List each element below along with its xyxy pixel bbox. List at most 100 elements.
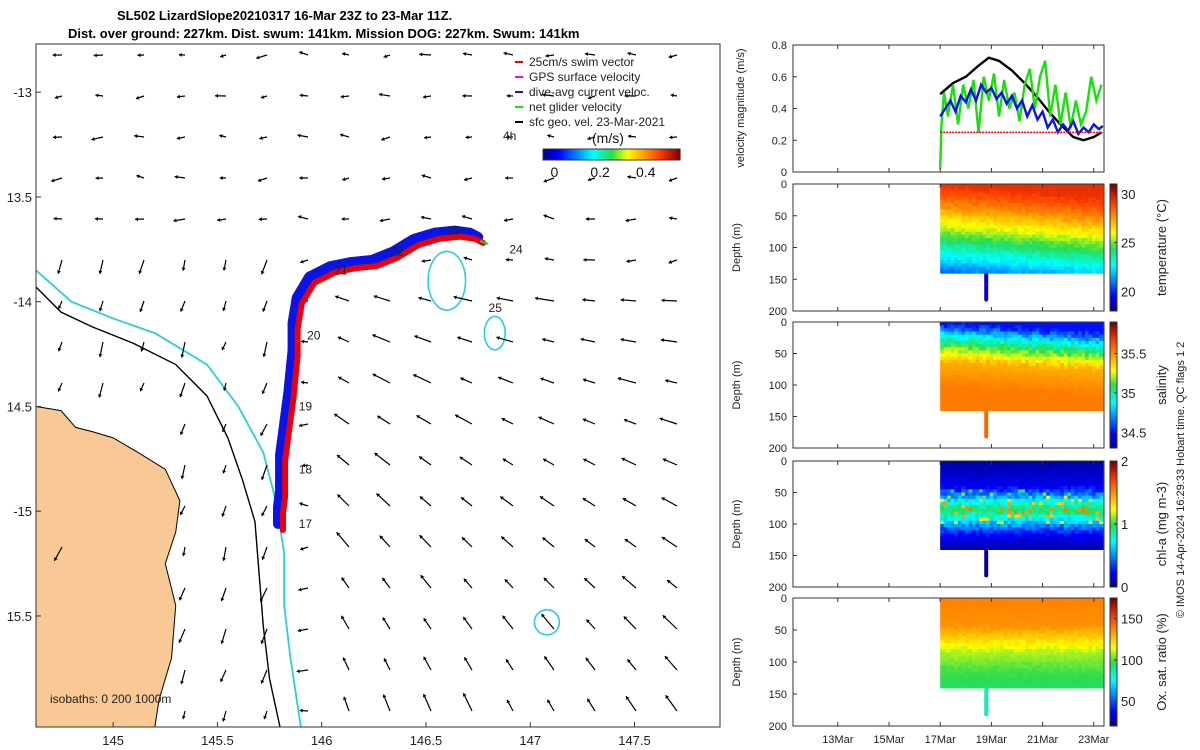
heatmap-cell (982, 464, 987, 469)
heatmap-cell (1053, 539, 1058, 544)
heatmap-cell (1032, 403, 1037, 408)
heatmap-cell (947, 193, 952, 198)
current-arrowhead (585, 217, 589, 222)
heatmap-cell (1042, 347, 1047, 352)
colorbar-cell (565, 149, 569, 160)
heatmap-cell (1000, 464, 1005, 469)
heatmap-cell (950, 461, 956, 465)
current-arrow (534, 297, 555, 302)
colorbar-cell (568, 149, 571, 160)
heatmap-cell (979, 237, 984, 242)
heatmap-cell (989, 266, 994, 271)
heatmap-cell (1095, 337, 1100, 342)
heatmap-cell (1014, 501, 1019, 506)
heatmap-cell (996, 331, 1001, 336)
heatmap-cell (968, 250, 973, 255)
heatmap-cell (1021, 222, 1026, 227)
heatmap-cell (979, 533, 984, 538)
colorbar-tick-label: 0 (551, 164, 559, 180)
heatmap-cell (961, 636, 966, 641)
heatmap-cell (1060, 498, 1065, 503)
heatmap-cell (1074, 498, 1079, 503)
heatmap-cell (1056, 464, 1062, 469)
current-arrowhead (505, 257, 509, 262)
heatmap-cell (961, 241, 966, 246)
heatmap-cell (957, 366, 963, 371)
heatmap-cell (1007, 378, 1012, 383)
heatmap-cell (1067, 241, 1072, 246)
heatmap-cell (1035, 222, 1040, 227)
heatmap-cell (968, 215, 973, 220)
heatmap-cell (1042, 467, 1047, 472)
heatmap-cell (1017, 196, 1023, 201)
heatmap-cell (1095, 501, 1100, 506)
heatmap-cell (1074, 269, 1079, 274)
heatmap-cell (971, 359, 977, 364)
current-arrowhead (582, 378, 587, 383)
heatmap-cell (1042, 489, 1047, 494)
heatmap-cell (1070, 187, 1076, 192)
heatmap-cell (1049, 266, 1054, 271)
heatmap-cell (986, 514, 991, 519)
heatmap-cell (1032, 196, 1037, 201)
heatmap-cell (1053, 237, 1058, 242)
heatmap-cell (947, 598, 952, 602)
map-ytick-label: 13.5 (7, 190, 32, 205)
heatmap-cell (989, 231, 994, 236)
heatmap-cell (1046, 203, 1051, 208)
heatmap-cell (964, 617, 970, 622)
heatmap-cell (1035, 350, 1040, 355)
heatmap-cell (989, 187, 994, 192)
heatmap-cell (1032, 257, 1037, 261)
heatmap-cell (1095, 517, 1100, 522)
heatmap-cell (1085, 266, 1090, 271)
current-arrow (662, 614, 678, 630)
heatmap-cell (1000, 244, 1005, 249)
current-arrowhead (665, 378, 669, 383)
heatmap-cell (1028, 464, 1033, 469)
heatmap-cell (1024, 222, 1030, 227)
heatmap-cell (1092, 187, 1097, 192)
colorbar-cell (1110, 227, 1117, 231)
heatmap-cell (1099, 461, 1104, 465)
heatmap-cell (1088, 184, 1093, 188)
heatmap-cell (1056, 461, 1062, 465)
heatmap-cell (1010, 508, 1016, 513)
heatmap-cell (996, 495, 1001, 500)
heatmap-cell (1095, 539, 1100, 544)
heatmap-cell (954, 483, 959, 487)
heatmap-cell (979, 209, 984, 214)
heatmap-cell (1028, 394, 1033, 399)
heatmap-cell (1014, 322, 1019, 326)
heatmap-cell (1024, 266, 1030, 271)
heatmap-cell (1085, 403, 1090, 408)
colorbar-cell (1110, 372, 1117, 376)
heatmap-cell (954, 527, 959, 532)
heatmap-cell (1007, 266, 1012, 271)
heatmap-cell (1081, 260, 1086, 265)
heatmap-cell (979, 253, 984, 258)
heatmap-cell (1007, 228, 1012, 233)
heatmap-cell (964, 495, 970, 500)
heatmap-cell (1053, 407, 1058, 411)
heatmap-cell (1074, 356, 1079, 361)
heatmap-cell (1053, 394, 1058, 399)
heatmap-cell (1092, 212, 1097, 217)
heatmap-cell (1049, 250, 1054, 255)
heatmap-cell (950, 212, 956, 217)
heatmap-cell (943, 658, 948, 663)
heatmap-cell (1021, 203, 1026, 208)
heatmap-cell (996, 263, 1001, 268)
heatmap-cell (968, 199, 973, 204)
heatmap-cell (1000, 250, 1005, 255)
heatmap-cell (989, 350, 994, 355)
heatmap-cell (1021, 505, 1026, 510)
heatmap-cell (1053, 353, 1058, 358)
heatmap-cell (1056, 375, 1062, 380)
heatmap-cell (1046, 353, 1051, 358)
heatmap-cell (1032, 520, 1037, 525)
heatmap-cell (1003, 260, 1009, 265)
heatmap-cell (954, 642, 959, 647)
heatmap-cell (947, 253, 952, 258)
heatmap-cell (1010, 328, 1016, 333)
